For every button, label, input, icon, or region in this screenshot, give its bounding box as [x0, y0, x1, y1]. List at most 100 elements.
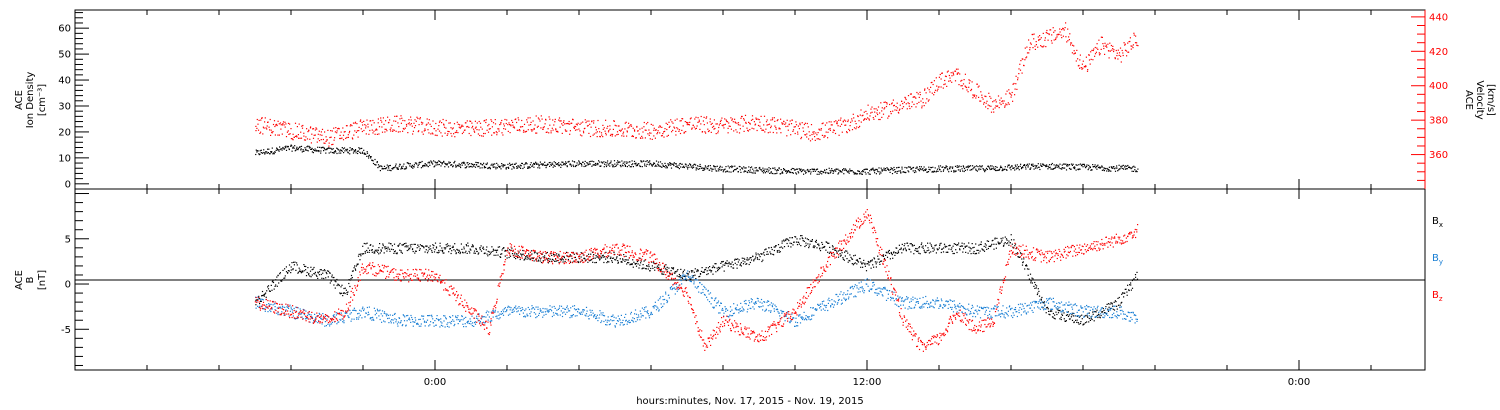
velocity-series-point [694, 118, 696, 120]
velocity-series-point [1105, 44, 1107, 46]
by-series-point [398, 317, 401, 319]
density-series-point [296, 146, 298, 148]
velocity-series-point [1103, 45, 1105, 47]
velocity-series-point [668, 126, 670, 128]
velocity-series-point [858, 126, 860, 129]
velocity-series-point [1002, 100, 1004, 102]
bx-series-point [374, 249, 376, 251]
velocity-series-point [833, 121, 835, 123]
bx-series-point [504, 250, 506, 252]
density-series-point [455, 164, 457, 166]
density-series-point [628, 164, 630, 166]
density-series-point [956, 166, 958, 168]
density-series-point [612, 166, 614, 168]
bx-series-point [280, 279, 282, 281]
bx-series-point [828, 252, 830, 254]
velocity-series-point [559, 126, 561, 128]
density-series-point [580, 163, 582, 165]
b-tick-label: -5 [61, 325, 71, 336]
bx-series-point [1016, 252, 1019, 254]
bx-series-point [785, 238, 787, 240]
density-series-point [366, 155, 368, 157]
velocity-tick-label: 380 [1429, 116, 1448, 127]
by-series-point [343, 322, 345, 324]
by-series-point [257, 305, 259, 307]
velocity-series-point [454, 131, 456, 134]
bx-series-point [866, 263, 868, 265]
density-series-point [277, 149, 279, 151]
velocity-series-point [736, 131, 738, 133]
velocity-series-point [1061, 37, 1063, 39]
density-series-point [934, 171, 936, 173]
bx-series-point [459, 251, 462, 253]
density-series-point [323, 148, 326, 150]
density-series-point [641, 161, 643, 163]
density-series-point [774, 167, 776, 169]
bx-series-point [862, 262, 864, 264]
by-series-point [420, 325, 422, 327]
density-series-point [619, 164, 621, 166]
bx-series-point [536, 252, 538, 254]
bx-series-point [288, 264, 291, 266]
density-series-point [1000, 165, 1002, 167]
velocity-series-point [706, 116, 708, 118]
velocity-series-point [1122, 54, 1124, 57]
density-series-point [975, 168, 977, 170]
velocity-series-point [936, 85, 938, 87]
density-series-point [897, 166, 899, 169]
density-series-point [1047, 168, 1049, 170]
by-series-point [350, 312, 352, 314]
density-series-point [1059, 163, 1061, 165]
bx-series-point [1035, 287, 1037, 289]
bx-series-point [1083, 323, 1085, 325]
density-series-point [888, 169, 890, 171]
density-series-point [506, 166, 508, 169]
bx-series-point [402, 243, 405, 246]
velocity-series-point [933, 94, 935, 96]
density-series-point [573, 165, 575, 168]
bx-series-point [985, 246, 987, 248]
density-series-point [1114, 170, 1117, 172]
bx-series-point [783, 246, 786, 248]
bx-series-point [473, 250, 476, 252]
bx-series-point [362, 245, 364, 247]
density-series-point [338, 152, 340, 154]
density-series-point [703, 169, 705, 171]
bx-series-point [873, 258, 876, 260]
density-series-point [297, 149, 299, 151]
velocity-series-point [628, 126, 630, 128]
density-series-point [835, 170, 837, 172]
bx-series-point [636, 261, 638, 263]
bx-series-point [299, 269, 301, 271]
velocity-series-point [963, 79, 965, 81]
bx-series-point [393, 243, 396, 245]
velocity-series-point [973, 95, 975, 97]
velocity-series-point [876, 112, 878, 114]
velocity-series-point [968, 79, 970, 81]
velocity-series-point [659, 125, 661, 127]
density-series-point [683, 166, 685, 169]
density-series-point [719, 168, 721, 170]
bx-series-point [1004, 242, 1006, 244]
velocity-series-point [899, 108, 901, 110]
density-series-point [1044, 165, 1047, 167]
bx-series-point [492, 248, 494, 250]
velocity-series-point [920, 100, 922, 102]
velocity-series-point [961, 85, 963, 87]
velocity-series-point [954, 70, 957, 72]
bx-series-point [356, 264, 358, 266]
velocity-series-point [320, 139, 322, 141]
density-series-point [376, 161, 378, 163]
density-series-point [723, 169, 725, 171]
bx-series-point [925, 251, 927, 253]
bx-series-point [843, 259, 845, 261]
velocity-series-point [771, 119, 774, 121]
velocity-series-point [296, 136, 298, 138]
bx-series-point [595, 255, 597, 257]
bx-series-point [282, 269, 284, 271]
density-series-point [763, 169, 765, 171]
density-series-point [712, 168, 714, 170]
bx-series-point [851, 258, 854, 260]
bx-series-point [1116, 308, 1118, 310]
density-series-point [749, 171, 751, 173]
